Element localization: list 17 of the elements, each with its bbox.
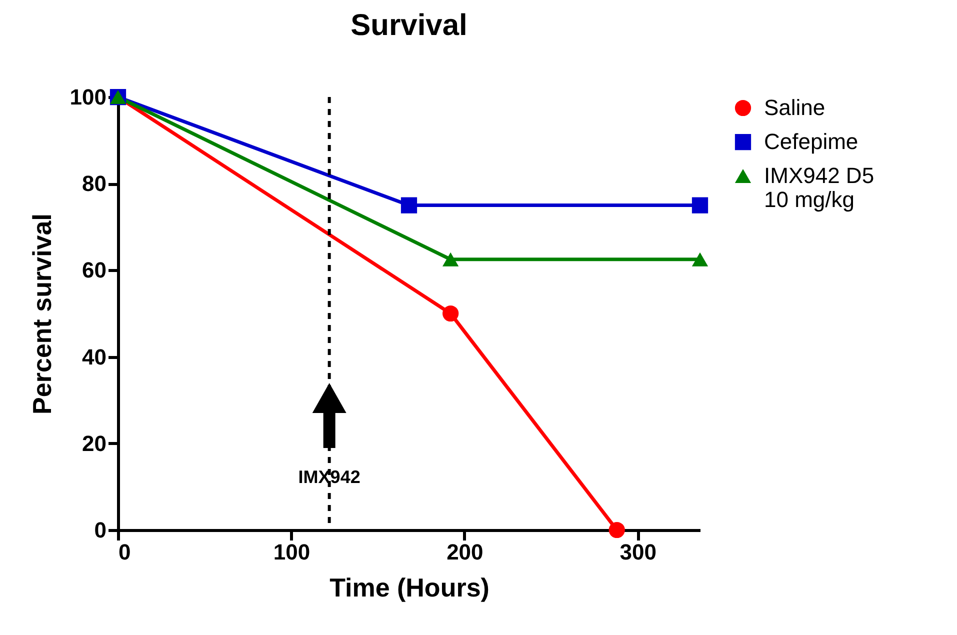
x-tick-label: 300 <box>620 540 656 564</box>
y-tick-label: 0 <box>94 518 106 542</box>
x-tick-label: 200 <box>446 540 484 564</box>
legend-label: Cefepime <box>764 129 858 154</box>
y-axis-title: Percent survival <box>26 214 57 414</box>
y-tick-label: 40 <box>82 344 106 370</box>
y-tick-label: 100 <box>70 84 106 110</box>
annotation: IMX942 <box>298 467 360 488</box>
legend-label: IMX942 D5 10 mg/kg <box>764 163 874 212</box>
chart-title: Survival <box>350 9 468 42</box>
x-tick-label: 100 <box>273 540 310 564</box>
y-tick-label: 60 <box>82 258 106 283</box>
x-tick-label: 0 <box>118 540 131 564</box>
y-tick-label: 20 <box>82 430 106 456</box>
x-axis-title: Time (Hours) <box>330 572 490 602</box>
y-tick-label: 80 <box>82 171 106 196</box>
legend-label: Saline <box>764 95 826 120</box>
